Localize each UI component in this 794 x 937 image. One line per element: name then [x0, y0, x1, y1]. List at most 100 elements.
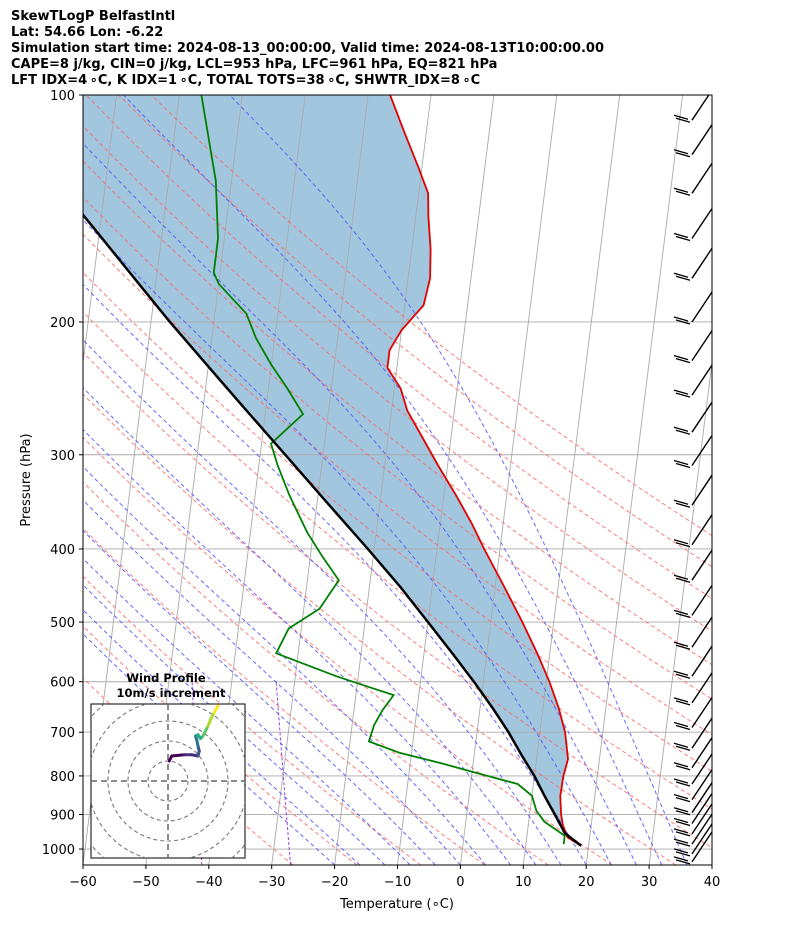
dry-adiabat	[83, 125, 712, 632]
barb-feather	[675, 796, 691, 803]
barb-feather	[673, 848, 689, 854]
dry-adiabat	[83, 351, 712, 849]
moist-adiabat	[83, 633, 335, 865]
dry-adiabat	[83, 311, 712, 810]
hodograph-segment	[170, 753, 186, 758]
barb-feather	[675, 577, 691, 583]
barb-feather	[673, 762, 689, 768]
lifted-indices: LFT IDX=4 ∘C, K IDX=1 ∘C, TOTAL TOTS=38 …	[11, 73, 481, 88]
y-tick-label: 500	[50, 616, 75, 631]
barb-staff	[691, 737, 712, 769]
barb-feather	[675, 859, 691, 865]
barb-feather	[673, 856, 689, 862]
temperature-line	[386, 95, 582, 847]
barb-feather	[675, 673, 691, 679]
isotherm-line	[83, 95, 117, 367]
dry-adiabat	[83, 271, 712, 772]
barb-feather	[673, 232, 689, 239]
dry-adiabat	[83, 196, 712, 700]
dry-adiabat	[83, 481, 549, 865]
hodograph-subtitle: 10m/s increment	[117, 686, 226, 700]
wind-barb	[673, 831, 712, 865]
barb-staff	[691, 549, 712, 581]
y-tick-label: 600	[50, 676, 75, 691]
wind-barb	[673, 672, 712, 706]
y-tick-label: 900	[50, 809, 75, 824]
barb-feather	[675, 841, 691, 847]
wind-barb	[673, 645, 712, 679]
isotherm-line	[271, 95, 369, 865]
y-tick-label: 200	[50, 316, 75, 331]
barb-staff	[691, 831, 712, 863]
barb-feather	[675, 392, 691, 398]
barb-feather	[673, 114, 689, 120]
barb-staff	[691, 645, 712, 677]
barb-feather	[675, 810, 691, 816]
wind-barb	[673, 208, 712, 242]
x-tick-label: −30	[258, 875, 285, 890]
barb-feather	[673, 807, 689, 813]
barb-feather	[675, 275, 691, 281]
parcel-line	[83, 212, 582, 847]
wind-barb	[673, 717, 712, 751]
wind-barb	[673, 549, 712, 583]
y-tick-label: 300	[50, 449, 75, 464]
isotherm-line	[711, 861, 712, 865]
moist-adiabat	[83, 386, 537, 865]
moist-adiabat	[83, 219, 612, 865]
wind-barb	[673, 782, 712, 816]
barb-staff	[691, 247, 712, 279]
wind-barb	[673, 401, 712, 435]
barb-feather	[675, 745, 691, 751]
barb-feather	[675, 644, 691, 650]
barb-feather	[673, 354, 689, 361]
moist-adiabat	[83, 142, 637, 865]
barb-feather	[675, 357, 691, 364]
dewpoint-line	[200, 95, 566, 845]
wind-barb	[673, 769, 712, 803]
hodograph-segment	[212, 704, 220, 714]
hodograph-title: Wind Profile	[126, 671, 206, 685]
barb-staff	[691, 330, 712, 361]
barb-staff	[691, 823, 712, 855]
x-tick-label: 30	[641, 875, 658, 890]
wind-barb	[673, 585, 712, 619]
dry-adiabat	[118, 95, 712, 568]
moist-adiabat	[83, 609, 361, 865]
barb-feather	[673, 609, 689, 616]
wind-barb	[673, 364, 712, 398]
x-tick-label: 20	[578, 875, 595, 890]
moist-adiabat	[83, 584, 386, 865]
wind-barb	[673, 737, 712, 771]
y-tick-label: 700	[50, 726, 75, 741]
barb-staff	[691, 585, 712, 616]
barb-feather	[673, 389, 689, 395]
barb-staff	[691, 435, 712, 466]
wind-barb	[673, 291, 712, 325]
wind-barb	[673, 330, 712, 364]
barb-feather	[673, 670, 689, 676]
barb-feather	[673, 272, 689, 278]
barb-staff	[691, 401, 712, 433]
plot-area	[83, 95, 712, 865]
barb-feather	[675, 820, 691, 827]
wind-barb	[673, 753, 712, 787]
barb-staff	[691, 717, 712, 749]
barb-feather	[675, 781, 691, 787]
barb-feather	[675, 765, 691, 771]
barb-feather	[673, 793, 689, 800]
barb-feather	[675, 235, 691, 242]
barb-staff	[691, 291, 712, 323]
hodograph-inset: Wind Profile 10m/s increment	[90, 671, 246, 859]
wind-barb	[673, 813, 712, 847]
isotherm-line	[334, 95, 432, 865]
barb-feather	[673, 838, 689, 844]
moist-adiabat	[83, 339, 562, 865]
barb-staff	[691, 514, 712, 546]
x-tick-label: −20	[321, 875, 348, 890]
barb-staff	[691, 753, 712, 785]
barb-staff	[691, 813, 712, 845]
dry-adiabat	[83, 625, 358, 865]
barb-feather	[673, 149, 689, 155]
